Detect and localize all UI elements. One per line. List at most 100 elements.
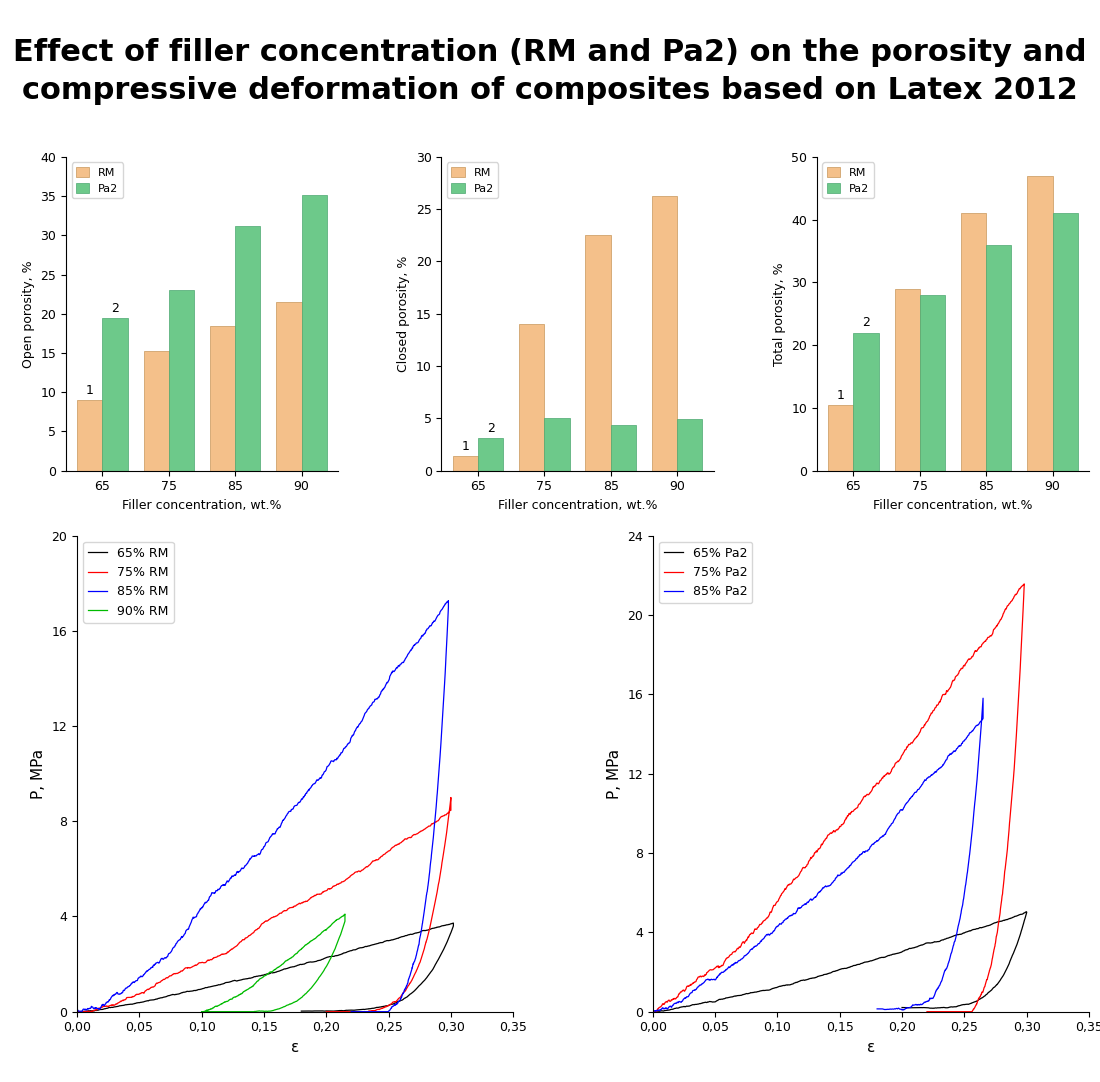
Bar <box>961 213 986 471</box>
Y-axis label: Total porosity, %: Total porosity, % <box>772 262 785 366</box>
85% RM <box>165 945 178 958</box>
X-axis label: Filler concentration, wt.%: Filler concentration, wt.% <box>122 499 282 512</box>
65% RM <box>166 988 179 1001</box>
75% RM <box>145 981 158 994</box>
85% RM <box>442 594 455 607</box>
65% RM <box>261 967 274 980</box>
Line: 75% RM: 75% RM <box>77 797 451 1012</box>
75% RM <box>314 887 327 900</box>
Text: Effect of filler concentration (RM and Pa2) on the porosity and
compressive defo: Effect of filler concentration (RM and P… <box>13 38 1087 105</box>
Line: 90% RM: 90% RM <box>201 914 345 1012</box>
75% Pa2 <box>740 934 754 947</box>
75% Pa2 <box>888 760 901 773</box>
Bar <box>544 419 570 471</box>
65% RM <box>379 935 393 948</box>
Bar <box>102 318 128 471</box>
90% RM <box>312 928 326 941</box>
75% RM <box>165 969 178 982</box>
65% Pa2 <box>836 962 849 975</box>
Line: 85% RM: 85% RM <box>77 601 449 1012</box>
Bar <box>676 420 702 471</box>
85% RM <box>364 699 377 712</box>
Bar <box>144 351 169 471</box>
Bar <box>276 302 301 471</box>
90% RM <box>339 908 352 921</box>
85% RM <box>258 839 272 852</box>
65% Pa2 <box>942 932 955 945</box>
Text: 2: 2 <box>111 302 119 315</box>
Line: 65% RM: 65% RM <box>77 923 453 1012</box>
85% Pa2 <box>649 1005 662 1018</box>
90% RM <box>223 993 236 1006</box>
75% RM <box>320 1005 333 1018</box>
85% Pa2 <box>713 968 726 981</box>
85% Pa2 <box>917 775 931 788</box>
85% RM <box>70 1004 84 1017</box>
Y-axis label: P, MPa: P, MPa <box>31 749 46 799</box>
90% RM <box>195 1005 208 1018</box>
Bar <box>585 236 611 471</box>
X-axis label: ε: ε <box>292 1040 299 1055</box>
85% RM <box>75 1005 88 1018</box>
Legend: RM, Pa2: RM, Pa2 <box>823 162 873 198</box>
65% Pa2 <box>954 928 967 941</box>
Bar <box>894 289 920 471</box>
Bar <box>986 245 1011 471</box>
65% Pa2 <box>895 1001 909 1014</box>
75% Pa2 <box>939 688 953 701</box>
Line: 65% Pa2: 65% Pa2 <box>652 912 1026 1012</box>
Text: 1: 1 <box>837 388 845 401</box>
Y-axis label: Closed porosity, %: Closed porosity, % <box>397 255 410 372</box>
Bar <box>453 456 478 471</box>
85% Pa2 <box>908 788 921 801</box>
85% RM <box>312 773 326 786</box>
65% Pa2 <box>722 991 735 1004</box>
85% Pa2 <box>730 956 744 969</box>
Text: 1: 1 <box>86 384 94 397</box>
Legend: RM, Pa2: RM, Pa2 <box>72 162 123 198</box>
75% Pa2 <box>834 820 847 833</box>
65% RM <box>146 993 160 1006</box>
65% RM <box>367 938 381 951</box>
65% RM <box>447 916 460 929</box>
Bar <box>478 438 503 471</box>
Y-axis label: Open porosity, %: Open porosity, % <box>22 260 35 368</box>
75% Pa2 <box>646 1005 659 1018</box>
85% RM <box>375 685 388 698</box>
Bar <box>301 195 327 471</box>
90% RM <box>196 1005 209 1018</box>
75% RM <box>260 914 273 927</box>
90% RM <box>288 948 301 961</box>
Y-axis label: P, MPa: P, MPa <box>606 749 621 799</box>
65% Pa2 <box>890 947 903 960</box>
85% Pa2 <box>977 691 990 704</box>
Bar <box>854 332 879 471</box>
75% Pa2 <box>1018 578 1031 591</box>
65% Pa2 <box>1020 906 1033 919</box>
75% RM <box>444 791 458 804</box>
75% RM <box>365 856 378 869</box>
Bar <box>519 325 544 471</box>
75% Pa2 <box>921 1005 934 1018</box>
Line: 85% Pa2: 85% Pa2 <box>652 698 983 1012</box>
90% RM <box>231 989 244 1002</box>
65% RM <box>72 1005 85 1018</box>
Bar <box>77 400 102 471</box>
X-axis label: Filler concentration, wt.%: Filler concentration, wt.% <box>873 499 1033 512</box>
65% RM <box>295 1004 308 1017</box>
75% Pa2 <box>950 669 964 682</box>
85% Pa2 <box>646 1004 659 1017</box>
Bar <box>652 196 676 471</box>
85% RM <box>344 1005 358 1018</box>
75% RM <box>377 848 390 861</box>
65% Pa2 <box>741 987 755 1000</box>
Bar <box>210 326 235 471</box>
Legend: 65% RM, 75% RM, 85% RM, 90% RM: 65% RM, 75% RM, 85% RM, 90% RM <box>84 542 174 622</box>
Bar <box>169 290 194 471</box>
Bar <box>610 424 636 471</box>
85% Pa2 <box>870 1002 883 1015</box>
X-axis label: ε: ε <box>867 1040 875 1055</box>
Bar <box>828 405 854 471</box>
65% RM <box>316 953 329 966</box>
90% RM <box>308 933 321 946</box>
